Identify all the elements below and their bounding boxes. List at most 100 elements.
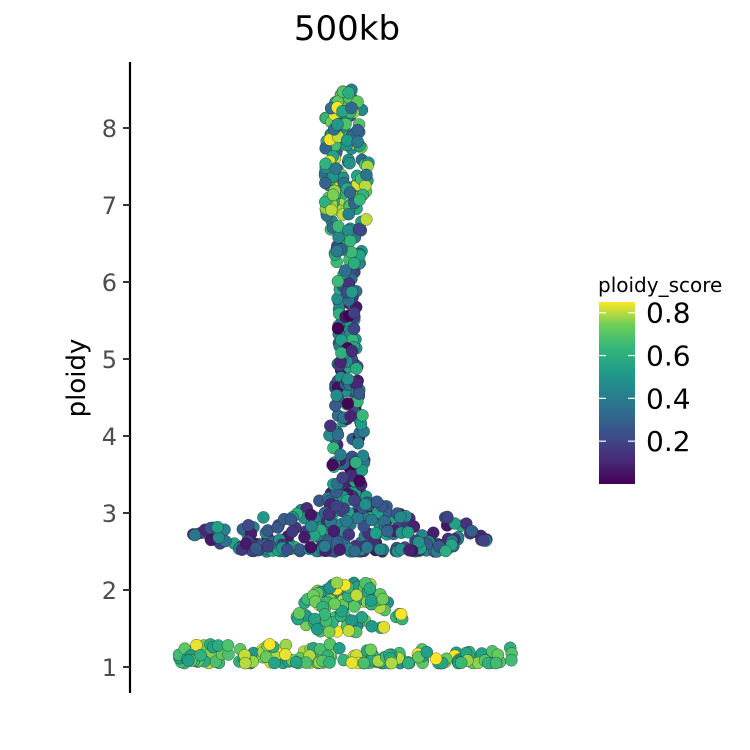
data-point — [239, 656, 252, 670]
colorbar-legend: ploidy_score 0.2 0.4 0.6 0.8 — [598, 273, 722, 484]
y-tick-label: 3 — [102, 500, 117, 528]
data-point — [212, 531, 225, 544]
data-point — [353, 474, 366, 487]
chart-title: 500kb — [294, 9, 400, 49]
data-point — [342, 208, 355, 221]
data-point — [351, 437, 365, 450]
data-point — [356, 409, 369, 422]
colorbar-ticks: 0.2 0.4 0.6 0.8 — [599, 297, 691, 458]
data-point — [441, 511, 454, 524]
data-point — [351, 135, 364, 148]
data-point — [330, 576, 343, 590]
data-point — [377, 621, 391, 634]
data-point — [365, 620, 378, 633]
data-point — [257, 511, 270, 524]
y-tick-label: 7 — [102, 192, 117, 220]
data-point — [331, 322, 345, 335]
data-point — [352, 223, 366, 236]
data-point — [357, 656, 371, 670]
data-point — [281, 543, 294, 556]
data-point — [345, 656, 359, 669]
data-point — [343, 186, 357, 199]
data-point — [326, 458, 339, 472]
data-point — [331, 275, 345, 288]
data-point — [455, 656, 468, 669]
data-point — [330, 389, 343, 402]
data-point — [370, 495, 384, 508]
data-point — [221, 639, 235, 652]
data-point — [342, 86, 355, 99]
data-point — [328, 597, 341, 611]
data-point — [420, 645, 433, 659]
data-point — [360, 168, 373, 182]
y-axis-ticks: 1 2 3 4 5 6 7 8 — [102, 115, 130, 682]
data-point — [369, 527, 382, 540]
y-tick-label: 1 — [102, 654, 117, 682]
data-point — [429, 652, 443, 665]
colorbar-tick-label: 0.4 — [646, 382, 691, 415]
data-point — [342, 224, 355, 237]
data-point — [334, 448, 347, 461]
data-point — [330, 499, 343, 513]
data-point — [376, 592, 389, 606]
data-point — [342, 528, 356, 541]
data-point — [325, 203, 338, 217]
data-point — [249, 542, 263, 555]
data-point — [331, 118, 344, 131]
data-point — [340, 515, 353, 528]
data-point — [342, 624, 355, 637]
plot-points — [172, 83, 518, 670]
data-point — [290, 656, 303, 669]
data-point — [305, 519, 318, 533]
data-point — [359, 498, 372, 511]
data-point — [211, 520, 224, 534]
data-point — [242, 519, 255, 532]
data-point — [348, 494, 361, 507]
data-point — [350, 362, 363, 375]
data-point — [284, 513, 297, 526]
data-point — [365, 513, 378, 527]
data-point — [194, 649, 207, 662]
y-tick-label: 6 — [102, 269, 117, 297]
data-point — [341, 372, 354, 386]
data-point — [352, 387, 366, 400]
data-point — [349, 456, 363, 469]
data-point — [363, 582, 377, 595]
data-point — [331, 428, 345, 441]
data-point — [489, 656, 503, 670]
data-point — [394, 608, 408, 621]
data-point — [326, 188, 340, 201]
data-point — [360, 213, 373, 226]
data-point — [292, 607, 306, 620]
data-point — [348, 600, 361, 613]
data-point — [298, 531, 311, 544]
legend-title: ploidy_score — [598, 273, 722, 297]
data-point — [327, 524, 340, 538]
data-point — [329, 162, 342, 175]
data-point — [348, 544, 361, 558]
data-point — [319, 157, 332, 170]
data-point — [324, 419, 337, 432]
data-point — [505, 654, 518, 667]
data-point — [268, 656, 281, 670]
data-point — [412, 536, 425, 549]
data-point — [341, 397, 354, 410]
data-point — [344, 409, 357, 423]
data-point — [333, 642, 346, 655]
data-point — [286, 525, 299, 538]
data-point — [311, 623, 324, 636]
data-point — [373, 543, 387, 556]
data-point — [343, 157, 356, 170]
data-point — [333, 543, 346, 556]
data-point — [341, 134, 354, 147]
data-point — [353, 193, 366, 207]
data-point — [271, 521, 284, 534]
data-point — [335, 346, 348, 360]
y-tick-label: 4 — [102, 423, 117, 451]
data-point — [401, 526, 415, 539]
colorbar — [599, 302, 635, 484]
data-point — [351, 123, 364, 137]
data-point — [262, 540, 275, 553]
y-tick-label: 5 — [102, 346, 117, 374]
